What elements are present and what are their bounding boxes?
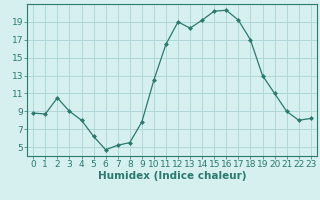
X-axis label: Humidex (Indice chaleur): Humidex (Indice chaleur) [98, 171, 246, 181]
